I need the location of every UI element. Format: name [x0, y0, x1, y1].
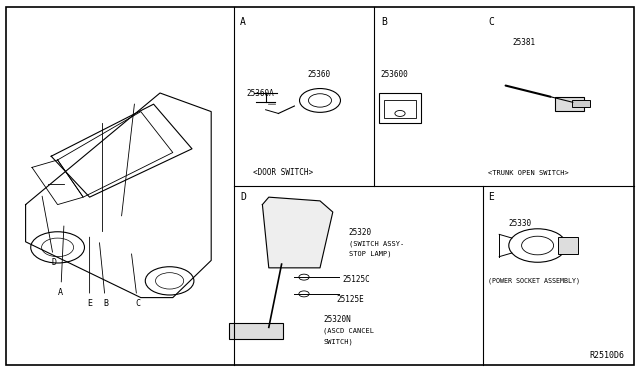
- Text: B: B: [99, 243, 108, 308]
- Text: R2510D6: R2510D6: [589, 351, 624, 360]
- Text: A: A: [58, 226, 64, 296]
- FancyBboxPatch shape: [555, 97, 584, 111]
- Text: 25330: 25330: [509, 219, 532, 228]
- FancyBboxPatch shape: [558, 237, 578, 254]
- Text: C: C: [132, 254, 140, 308]
- Text: D: D: [42, 196, 57, 267]
- Text: 25360A: 25360A: [246, 89, 274, 97]
- Text: 25320: 25320: [349, 228, 372, 237]
- Text: (SWITCH ASSY-: (SWITCH ASSY-: [349, 240, 404, 247]
- Text: SWITCH): SWITCH): [323, 338, 353, 345]
- Text: E: E: [488, 192, 494, 202]
- Polygon shape: [262, 197, 333, 268]
- Text: A: A: [240, 17, 246, 27]
- Text: (POWER SOCKET ASSEMBLY): (POWER SOCKET ASSEMBLY): [488, 278, 580, 284]
- Text: E: E: [87, 237, 92, 308]
- Text: (ASCD CANCEL: (ASCD CANCEL: [323, 328, 374, 334]
- Text: 25320N: 25320N: [323, 315, 351, 324]
- Text: D: D: [240, 192, 246, 202]
- Text: C: C: [488, 17, 494, 27]
- FancyBboxPatch shape: [229, 323, 283, 339]
- Text: 25125E: 25125E: [336, 295, 364, 304]
- Text: 253600: 253600: [381, 70, 408, 79]
- Text: 25360: 25360: [307, 70, 330, 79]
- Text: <DOOR SWITCH>: <DOOR SWITCH>: [253, 169, 313, 177]
- Text: 25125C: 25125C: [342, 275, 370, 283]
- Text: 25381: 25381: [512, 38, 535, 47]
- Text: STOP LAMP): STOP LAMP): [349, 250, 391, 257]
- Text: <TRUNK OPEN SWITCH>: <TRUNK OPEN SWITCH>: [488, 170, 569, 176]
- Text: B: B: [381, 17, 387, 27]
- FancyBboxPatch shape: [572, 100, 590, 107]
